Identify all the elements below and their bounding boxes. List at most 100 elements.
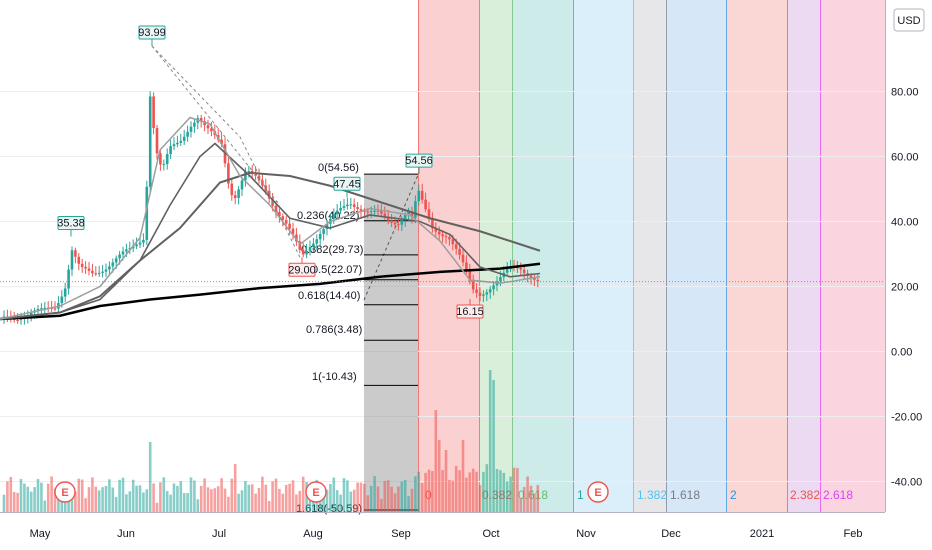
candle-body (420, 190, 424, 200)
volume-bar (12, 492, 16, 512)
volume-bar (128, 491, 132, 512)
candle-body (29, 312, 33, 316)
volume-bar (308, 497, 312, 512)
candle-body (16, 319, 19, 321)
time-zone-band (726, 0, 787, 512)
volume-bar (349, 491, 353, 512)
retracement-level-label: 0.5(22.07) (312, 264, 362, 276)
volume-bar (87, 487, 91, 512)
volume-bar (203, 478, 206, 512)
y-tick-label: -40.00 (891, 477, 922, 489)
volume-bar (152, 483, 155, 512)
volume-bar (84, 498, 87, 512)
volume-bar (91, 477, 94, 512)
volume-bar (254, 493, 257, 512)
earnings-event-label: E (594, 487, 601, 499)
volume-bar (284, 484, 288, 512)
candle-body (162, 164, 166, 166)
volume-bar (23, 483, 26, 512)
volume-bar (176, 485, 179, 512)
candle-body (114, 258, 118, 263)
candle-body (482, 294, 485, 296)
price-label-text: 54.56 (405, 155, 433, 167)
volume-bar (298, 490, 302, 512)
candle-body (36, 309, 40, 311)
candle-body (291, 228, 295, 235)
candle-body (152, 96, 155, 129)
volume-bar (373, 476, 376, 512)
volume-bar (114, 496, 118, 512)
volume-bar (223, 488, 227, 512)
candle-body (281, 216, 285, 220)
earnings-event-label: E (61, 487, 68, 499)
volume-bar (448, 479, 451, 512)
candle-body (53, 308, 57, 310)
volume-bar (264, 484, 268, 512)
candle-body (233, 195, 237, 199)
currency-badge-label: USD (897, 15, 920, 27)
x-tick-label: Aug (303, 528, 323, 540)
volume-bar (70, 492, 74, 512)
candle-body (448, 237, 451, 240)
volume-bar (332, 477, 336, 512)
candle-body (74, 250, 77, 257)
volume-bar (417, 471, 421, 512)
volume-bar (431, 471, 434, 512)
volume-bar (121, 477, 125, 512)
candle-body (70, 250, 74, 270)
candle-body (125, 249, 128, 252)
candle-body (376, 210, 380, 212)
candle-body (505, 269, 509, 273)
fib-retracement: 0(54.56)0.236(40.22)0.382(29.73)0.5(22.0… (296, 162, 419, 515)
ma-50-line (0, 171, 541, 320)
currency-badge[interactable]: USD (893, 8, 925, 32)
volume-bar (295, 494, 298, 512)
candle-body (403, 215, 407, 221)
trend-ray (151, 45, 301, 258)
candle-body (186, 131, 189, 137)
candle-body (468, 270, 472, 282)
volume-bar (36, 479, 40, 512)
time-zone-band (633, 0, 666, 512)
y-tick-label: 0.00 (891, 347, 912, 359)
volume-bar (237, 493, 240, 512)
candle-body (220, 139, 223, 145)
volume-bar (108, 479, 111, 512)
candle-body (284, 219, 288, 224)
volume-bar (363, 483, 366, 512)
candle-body (499, 277, 502, 282)
price-label-text: 93.99 (138, 27, 166, 39)
volume-bar (2, 494, 6, 512)
candle-body (332, 214, 336, 219)
candle-body (305, 250, 308, 255)
volume-bar (159, 482, 162, 512)
time-zone-band (573, 0, 633, 512)
volume-bar (50, 476, 53, 512)
candle-body (488, 289, 492, 293)
volume-bar (261, 476, 264, 512)
volume-bar (210, 489, 213, 512)
volume-bar (495, 468, 499, 512)
candle-body (12, 319, 16, 321)
volume-bar (386, 480, 390, 512)
x-tick-label: Dec (661, 528, 681, 540)
candle-body (366, 211, 370, 213)
volume-bar (26, 486, 30, 512)
retracement-level-label: 0(54.56) (318, 162, 359, 174)
volume-bar (509, 476, 512, 512)
candle-body (529, 275, 533, 278)
volume-bar (522, 486, 526, 512)
candle-body (339, 207, 342, 211)
candle-body (155, 128, 159, 154)
candle-body (97, 272, 101, 274)
volume-bar (410, 488, 414, 512)
earnings-event-marker (54, 481, 76, 503)
candle-body (121, 251, 125, 255)
x-tick-label: Oct (482, 528, 499, 540)
candle-body (80, 263, 84, 267)
volume-bar (325, 489, 329, 512)
volume-bar (281, 493, 285, 512)
time-zone-band (479, 0, 512, 512)
candle-body (176, 142, 179, 145)
candle-body (40, 308, 43, 310)
